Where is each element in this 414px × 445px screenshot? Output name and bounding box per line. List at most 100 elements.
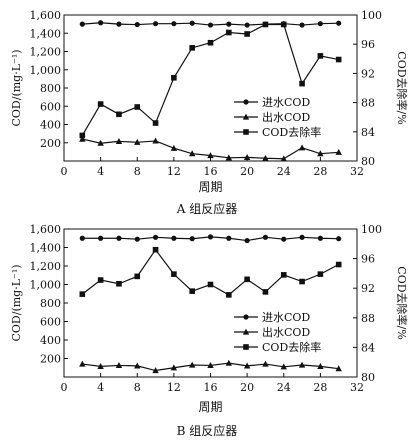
x-tick-label: 16 xyxy=(204,381,218,394)
y-tick-label: 1,600 xyxy=(30,223,62,236)
series-square xyxy=(79,21,342,139)
y2-tick-label: 88 xyxy=(361,312,375,325)
data-point-triangle xyxy=(298,144,306,151)
data-point-square xyxy=(134,273,141,280)
legend-label: 进水COD xyxy=(262,311,310,324)
legend-label: 出水COD xyxy=(262,110,310,124)
data-point-triangle xyxy=(207,152,214,159)
data-point-circle xyxy=(189,236,195,242)
series-triangle xyxy=(79,135,342,162)
legend-marker-triangle xyxy=(242,113,250,120)
x-tick-label: 24 xyxy=(277,381,291,394)
data-point-circle xyxy=(189,20,195,26)
data-point-triangle xyxy=(170,144,178,151)
data-point-circle xyxy=(317,21,323,27)
data-point-square xyxy=(226,29,232,36)
legend-label: 进水COD xyxy=(262,96,310,109)
x-tick-label: 24 xyxy=(277,165,291,178)
series-line-square xyxy=(81,248,339,296)
y2-tick-label: 88 xyxy=(361,97,375,110)
data-point-triangle xyxy=(152,367,159,374)
data-point-circle xyxy=(262,234,269,240)
data-point-circle xyxy=(171,21,177,27)
data-point-circle xyxy=(299,22,305,28)
data-point-square xyxy=(335,261,342,268)
data-point-square xyxy=(335,56,342,63)
data-point-circle xyxy=(152,21,159,27)
data-point-circle xyxy=(98,20,104,26)
data-point-square xyxy=(152,120,159,126)
x-tick-label: 12 xyxy=(167,381,181,394)
legend-marker-triangle xyxy=(242,328,250,335)
data-point-circle xyxy=(134,236,140,242)
x-tick-label: 8 xyxy=(134,381,141,394)
chart-panel-b xyxy=(63,228,358,378)
data-point-triangle xyxy=(97,362,104,369)
x-tick-label: 20 xyxy=(240,165,254,178)
data-point-triangle xyxy=(207,362,214,369)
y2-tick-label: 80 xyxy=(361,155,375,168)
data-point-circle xyxy=(299,234,305,240)
data-point-square xyxy=(299,278,305,285)
data-point-triangle xyxy=(115,362,123,369)
data-point-square xyxy=(79,291,86,297)
data-point-circle xyxy=(116,235,122,241)
y2-tick-label: 92 xyxy=(361,282,375,295)
data-point-square xyxy=(317,53,324,59)
x-tick-label: 20 xyxy=(240,381,254,394)
data-point-triangle xyxy=(298,361,306,368)
data-point-square xyxy=(280,272,287,278)
data-point-triangle xyxy=(134,138,141,145)
x-tick-label: 28 xyxy=(313,381,327,394)
y-tick-label: 600 xyxy=(40,100,61,113)
data-point-circle xyxy=(317,235,323,241)
x-tick-label: 32 xyxy=(350,165,364,178)
x-tick-label: 28 xyxy=(313,165,327,178)
x-tick-label: 12 xyxy=(167,165,181,178)
data-point-square xyxy=(207,39,214,46)
y2-tick-label: 96 xyxy=(361,38,375,51)
x-tick-label: 32 xyxy=(350,381,364,394)
data-point-circle xyxy=(244,22,250,28)
legend-marker-circle xyxy=(243,314,249,320)
series-circle xyxy=(79,234,342,244)
x-tick-label: 0 xyxy=(61,165,68,178)
y2-tick-label: 84 xyxy=(361,126,375,139)
y-tick-label: 800 xyxy=(40,82,61,95)
data-point-circle xyxy=(226,21,232,27)
data-point-triangle xyxy=(79,360,86,367)
y2-tick-label: 96 xyxy=(361,253,375,266)
y-tick-label: 200 xyxy=(40,137,61,150)
y2-axis-title: COD去除率/% xyxy=(395,266,409,339)
data-point-triangle xyxy=(188,361,196,368)
y2-tick-label: 100 xyxy=(361,223,382,236)
y2-tick-label: 100 xyxy=(361,9,382,22)
y2-tick-label: 80 xyxy=(361,371,375,384)
data-point-circle xyxy=(152,234,159,240)
plot-frame xyxy=(63,228,358,378)
data-point-circle xyxy=(98,235,104,241)
data-point-triangle xyxy=(243,362,251,369)
x-tick-label: 8 xyxy=(134,165,141,178)
legend-label: COD去除率 xyxy=(262,125,321,139)
data-point-circle xyxy=(171,235,177,241)
data-point-triangle xyxy=(280,363,287,370)
x-axis-title: 周期 xyxy=(198,400,222,414)
data-point-square xyxy=(97,277,104,283)
data-point-circle xyxy=(244,237,250,244)
data-point-triangle xyxy=(188,150,196,157)
x-tick-label: 4 xyxy=(97,165,104,178)
panel-caption: B 组反应器 xyxy=(177,423,238,438)
data-point-triangle xyxy=(152,137,159,144)
data-point-triangle xyxy=(262,154,269,161)
data-point-square xyxy=(134,104,141,110)
data-point-square xyxy=(171,271,177,277)
data-point-triangle xyxy=(317,362,324,369)
data-point-circle xyxy=(226,235,232,241)
data-point-square xyxy=(262,21,269,28)
data-point-square xyxy=(171,74,177,81)
y-tick-label: 200 xyxy=(40,353,61,366)
y2-axis-title: COD去除率/% xyxy=(395,51,409,124)
data-point-square xyxy=(317,271,324,277)
data-point-square xyxy=(280,21,287,28)
